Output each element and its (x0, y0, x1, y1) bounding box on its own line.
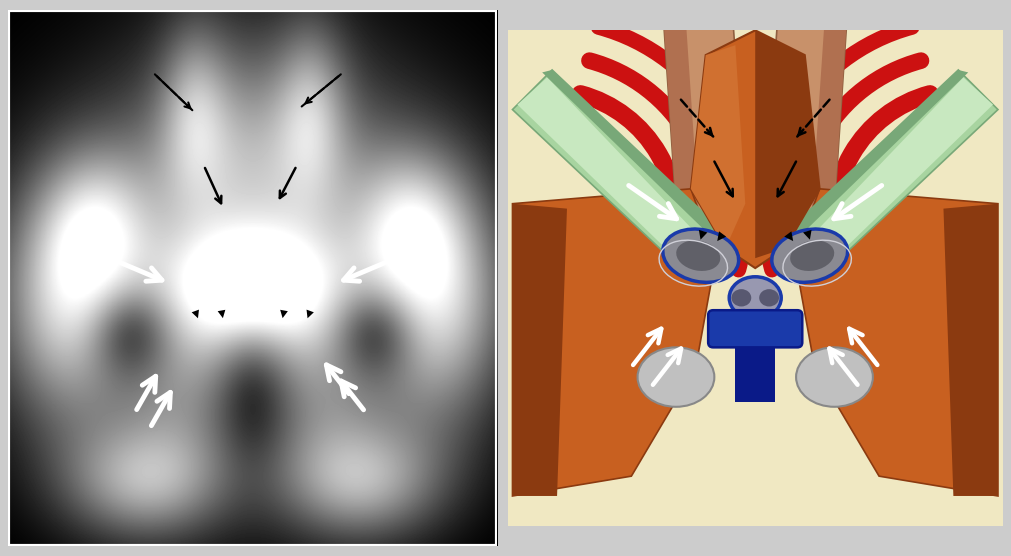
Polygon shape (663, 21, 748, 244)
FancyBboxPatch shape (708, 310, 803, 348)
Polygon shape (691, 31, 820, 268)
Polygon shape (513, 203, 567, 496)
Polygon shape (755, 31, 820, 258)
Polygon shape (542, 70, 726, 241)
Ellipse shape (796, 348, 872, 407)
Polygon shape (785, 70, 969, 241)
Ellipse shape (759, 289, 779, 306)
Polygon shape (810, 21, 847, 244)
Ellipse shape (638, 348, 715, 407)
Ellipse shape (729, 277, 782, 319)
Ellipse shape (676, 240, 720, 271)
Ellipse shape (731, 289, 751, 306)
Polygon shape (795, 189, 998, 496)
Polygon shape (762, 21, 847, 244)
Ellipse shape (791, 240, 834, 271)
Ellipse shape (771, 229, 847, 282)
Polygon shape (513, 70, 726, 273)
Polygon shape (943, 203, 998, 496)
Polygon shape (735, 340, 775, 402)
FancyBboxPatch shape (494, 17, 1011, 539)
Polygon shape (785, 70, 998, 273)
Ellipse shape (663, 229, 739, 282)
Polygon shape (518, 77, 708, 266)
Polygon shape (513, 189, 716, 496)
Polygon shape (803, 77, 993, 266)
Polygon shape (691, 45, 745, 249)
Polygon shape (663, 21, 701, 244)
